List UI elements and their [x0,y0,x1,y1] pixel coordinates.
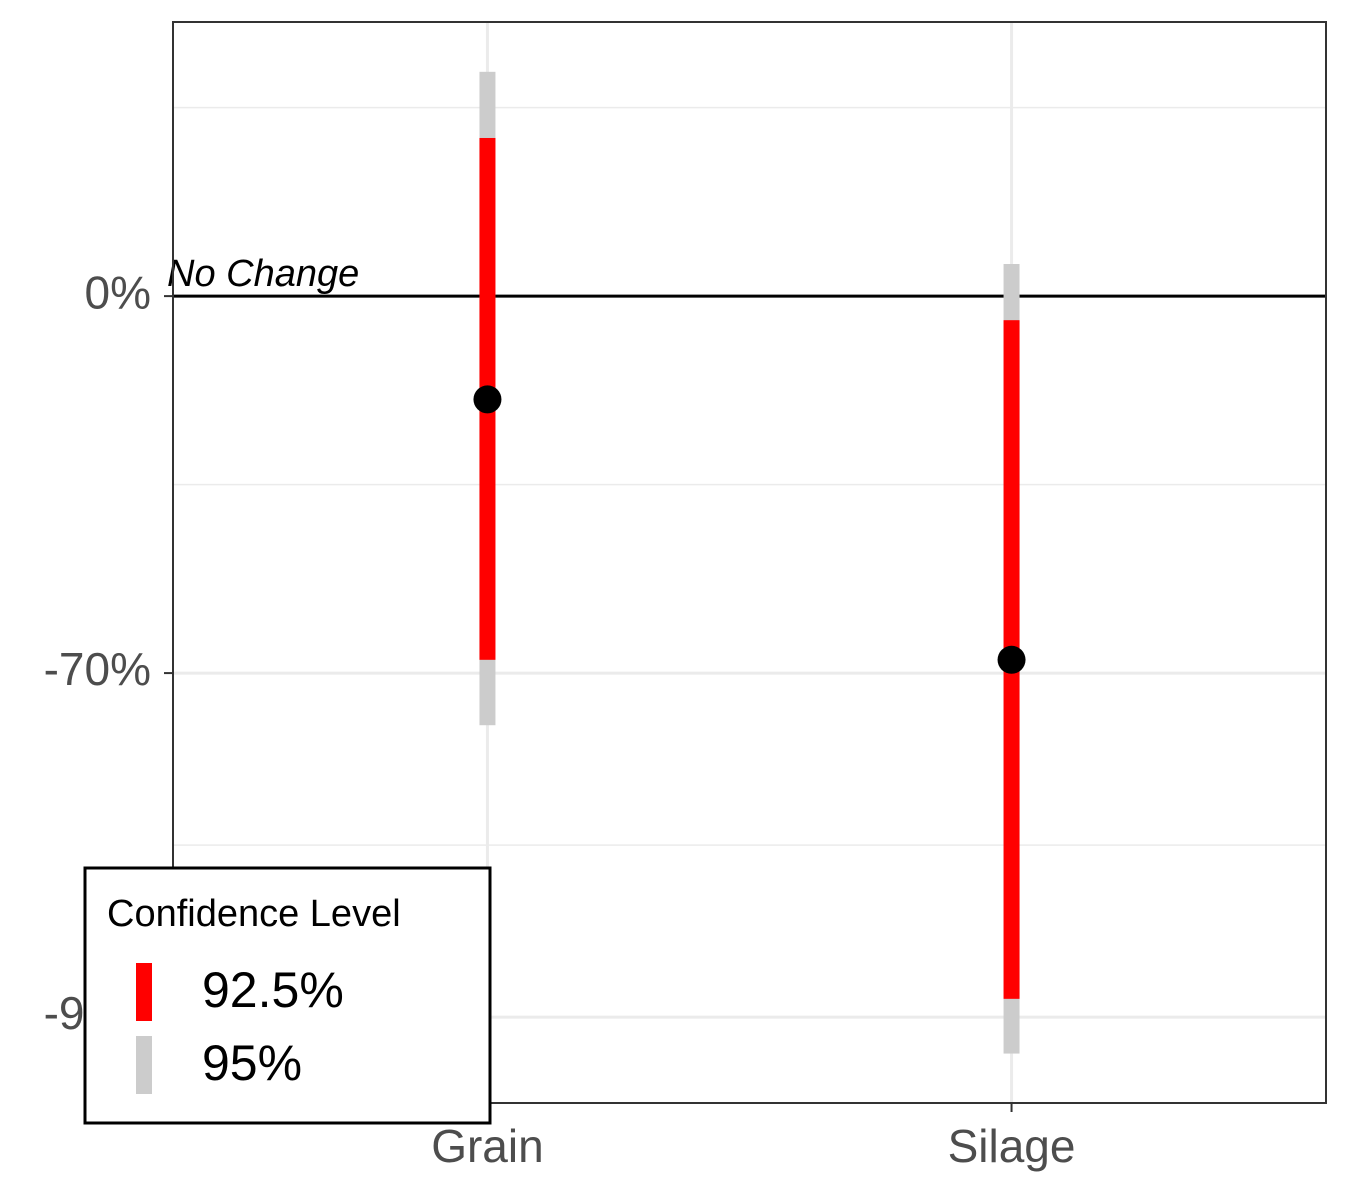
legend-swatch [136,1036,152,1094]
legend-swatch [136,963,152,1021]
legend-box [83,866,492,1125]
reference-label: No Change [167,253,359,295]
legend-label: 92.5% [202,962,344,1018]
legend: Confidence Level 92.5% 95% [83,866,492,1125]
estimate-point [997,645,1026,674]
legend-label: 95% [202,1035,302,1091]
y-tick-label: -70% [44,643,151,695]
panel-border [172,21,1327,1104]
y-tick-label: 0% [85,266,151,318]
legend-title: Confidence Level [107,893,401,935]
x-tick-label: Grain [431,1120,543,1172]
estimate-point [473,385,502,414]
x-tick-label: Silage [948,1120,1076,1172]
